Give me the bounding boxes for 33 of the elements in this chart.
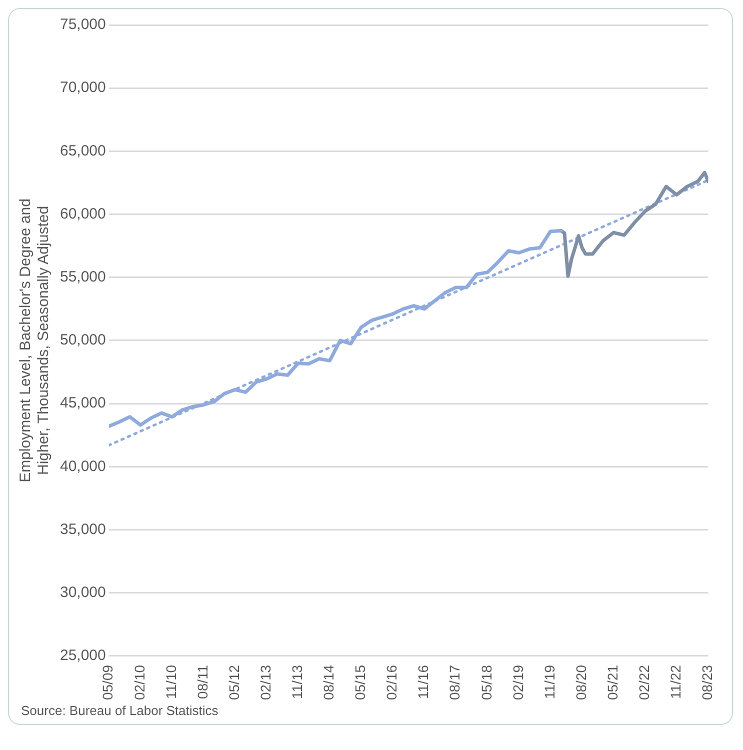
x-tick-label: 02/13 xyxy=(257,664,274,700)
x-tick-label: 02/22 xyxy=(636,664,652,700)
y-tick-label: 75,000 xyxy=(60,16,106,34)
x-tick-label: 11/10 xyxy=(162,664,179,699)
x-tick-label: 08/23 xyxy=(699,664,716,700)
x-tick-label: 11/22 xyxy=(668,664,684,699)
x-tick-label: 05/15 xyxy=(352,664,368,700)
x-tick-label: 02/16 xyxy=(384,664,400,700)
y-tick-label: 30,000 xyxy=(60,584,106,602)
x-tick-label: 05/12 xyxy=(226,664,242,700)
y-tick-label: 60,000 xyxy=(60,205,106,222)
x-tick-label: 11/16 xyxy=(415,664,432,699)
x-tick-label: 08/17 xyxy=(446,664,463,700)
x-tick-label: 08/11 xyxy=(194,664,210,699)
x-tick-label: 05/09 xyxy=(100,664,116,700)
y-tick-label: 25,000 xyxy=(60,647,106,664)
y-axis-title: Employment Level, Bachelor's Degree and Higher, Thousands, Seasonally Adjusted xyxy=(17,198,52,482)
x-tick-label: 08/20 xyxy=(572,664,589,700)
y-tick-label: 35,000 xyxy=(60,520,106,538)
y-tick-label: 55,000 xyxy=(60,268,106,286)
x-tick-label: 02/10 xyxy=(131,664,148,700)
x-tick-label: 11/13 xyxy=(289,664,305,699)
y-tick-label: 40,000 xyxy=(60,458,106,475)
x-tick-label: 02/19 xyxy=(510,664,526,700)
y-tick-label: 65,000 xyxy=(60,142,106,160)
x-tick-label: 08/14 xyxy=(320,664,337,700)
y-tick-label: 70,000 xyxy=(60,79,106,96)
y-tick-label: 50,000 xyxy=(60,332,106,349)
y-tick-label: 45,000 xyxy=(60,394,106,412)
source-note: Source: Bureau of Labor Statistics xyxy=(21,703,220,718)
x-tick-label: 05/21 xyxy=(604,664,620,700)
x-tick-label: 11/19 xyxy=(541,664,558,699)
x-tick-label: 05/18 xyxy=(478,664,494,700)
